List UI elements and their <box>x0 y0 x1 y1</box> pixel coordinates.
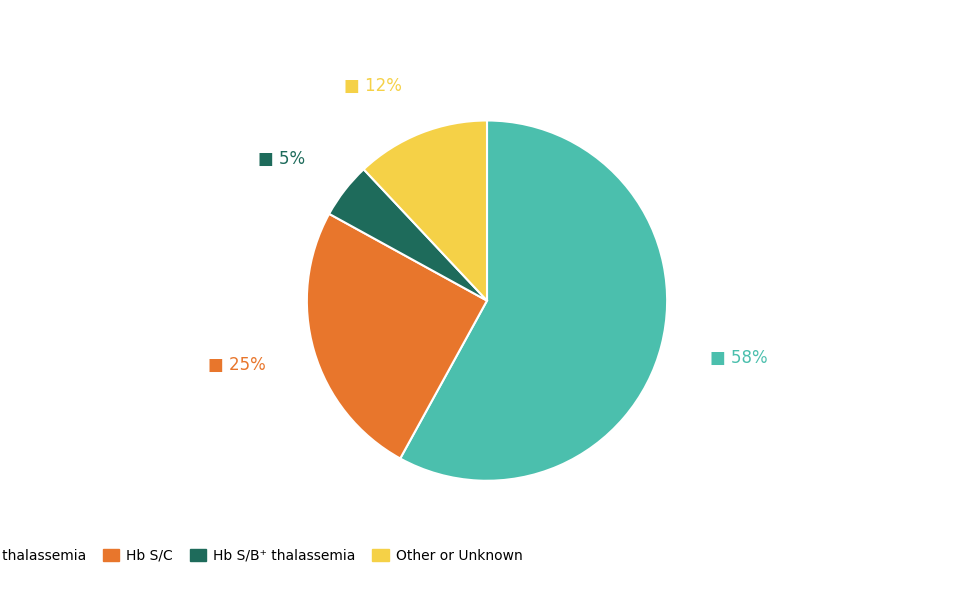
Wedge shape <box>329 169 487 300</box>
Wedge shape <box>363 120 487 300</box>
Text: ■ 5%: ■ 5% <box>258 150 305 168</box>
Text: ■ 12%: ■ 12% <box>344 77 402 95</box>
Wedge shape <box>307 214 487 458</box>
Legend: Hb S/S or S/B° thalassemia, Hb S/C, Hb S/B⁺ thalassemia, Other or Unknown: Hb S/S or S/B° thalassemia, Hb S/C, Hb S… <box>0 543 528 568</box>
Text: ■ 58%: ■ 58% <box>710 349 768 367</box>
Text: ■ 25%: ■ 25% <box>207 356 266 374</box>
Wedge shape <box>400 120 667 481</box>
